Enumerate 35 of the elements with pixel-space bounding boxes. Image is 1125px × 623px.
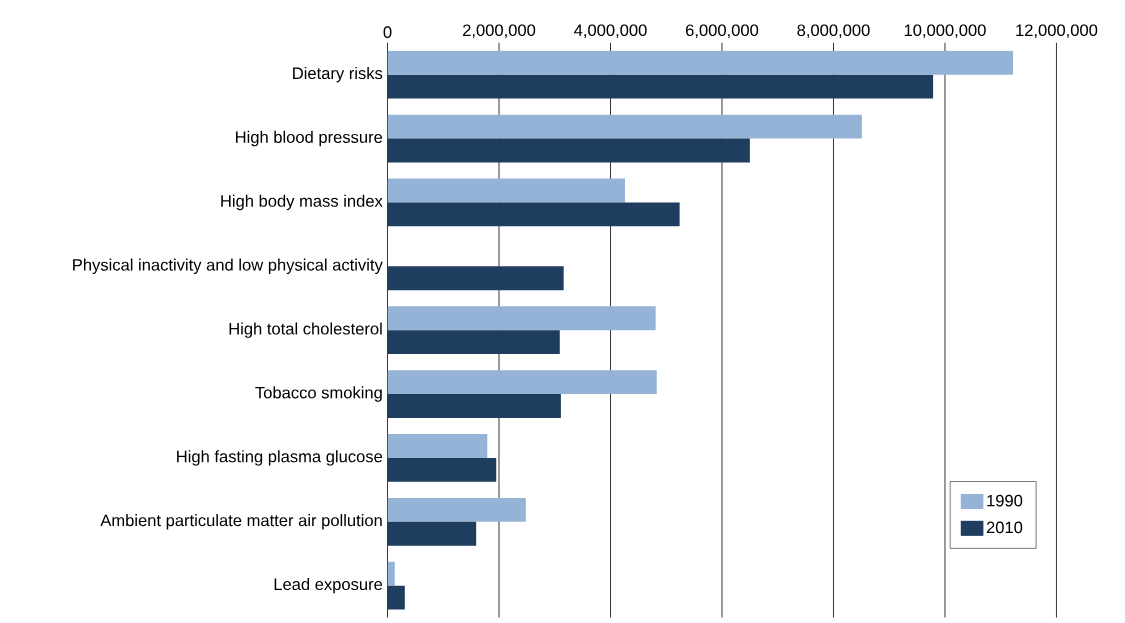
bar — [387, 114, 862, 139]
x-tick-label: 2,000,000 — [463, 24, 536, 39]
bar — [387, 202, 680, 227]
bar — [387, 394, 561, 418]
bar — [387, 178, 625, 203]
bar — [387, 457, 497, 482]
bar — [387, 138, 750, 163]
legend-label: 2010 — [986, 521, 1023, 534]
y-tick-label: High blood pressure — [236, 130, 383, 147]
bar — [387, 497, 526, 522]
x-tick-label: 6,000,000 — [685, 24, 759, 39]
y-tick-label: Ambient particulate matter air pollution — [100, 514, 382, 530]
x-tick-label: 10,000,000 — [904, 24, 986, 39]
y-tick-label: High fasting plasma glucose — [177, 450, 383, 466]
bar — [387, 306, 656, 331]
y-tick-label: Physical inactivity and low physical activity — [73, 258, 383, 275]
y-tick-label: Lead exposure — [274, 577, 383, 594]
legend-label: 1990 — [987, 494, 1023, 507]
y-tick-label: Tobacco smoking — [255, 386, 382, 402]
bar — [387, 50, 1013, 75]
bar — [387, 370, 657, 395]
x-tick-label: 4,000,000 — [574, 24, 647, 39]
x-tick-label: 8,000,000 — [797, 24, 870, 39]
x-tick-label: 12,000,000 — [1016, 24, 1098, 39]
y-tick-label: High total cholesterol — [229, 322, 382, 338]
bar — [387, 521, 477, 546]
bar — [387, 585, 405, 610]
y-tick-label: High body mass index — [221, 194, 383, 211]
x-tick-label: 0 — [383, 26, 392, 39]
y-tick-label: Dietary risks — [293, 66, 383, 83]
bar — [387, 266, 564, 291]
bar — [387, 330, 560, 355]
bar — [387, 561, 395, 586]
bar — [387, 74, 934, 99]
bar — [387, 434, 488, 458]
